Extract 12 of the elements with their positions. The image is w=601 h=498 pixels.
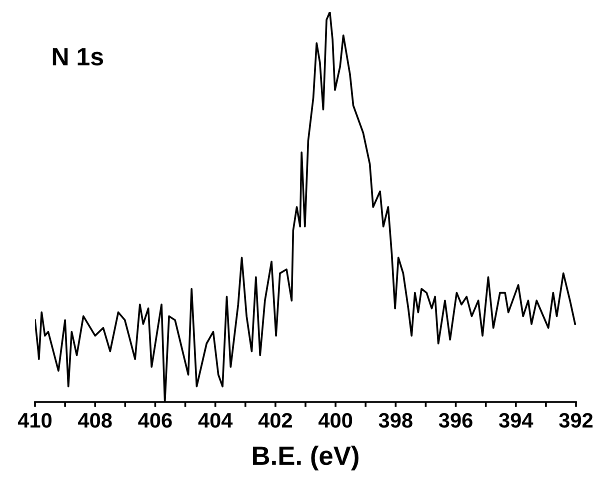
x-tick-label: 406 <box>138 412 172 428</box>
x-tick-label: 410 <box>18 412 52 428</box>
x-tick-label: 400 <box>318 412 352 428</box>
annotation: N 1s <box>52 48 104 66</box>
x-tick-label: 402 <box>258 412 292 428</box>
x-tick-label: 398 <box>378 412 412 428</box>
x-tick-label: 408 <box>78 412 112 428</box>
x-tick-label: 396 <box>438 412 472 428</box>
x-tick-label: 404 <box>198 412 233 428</box>
x-axis-title: B.E. (eV) <box>253 446 358 470</box>
x-tick-label: 392 <box>559 412 593 428</box>
x-tick-label: 394 <box>498 412 534 428</box>
